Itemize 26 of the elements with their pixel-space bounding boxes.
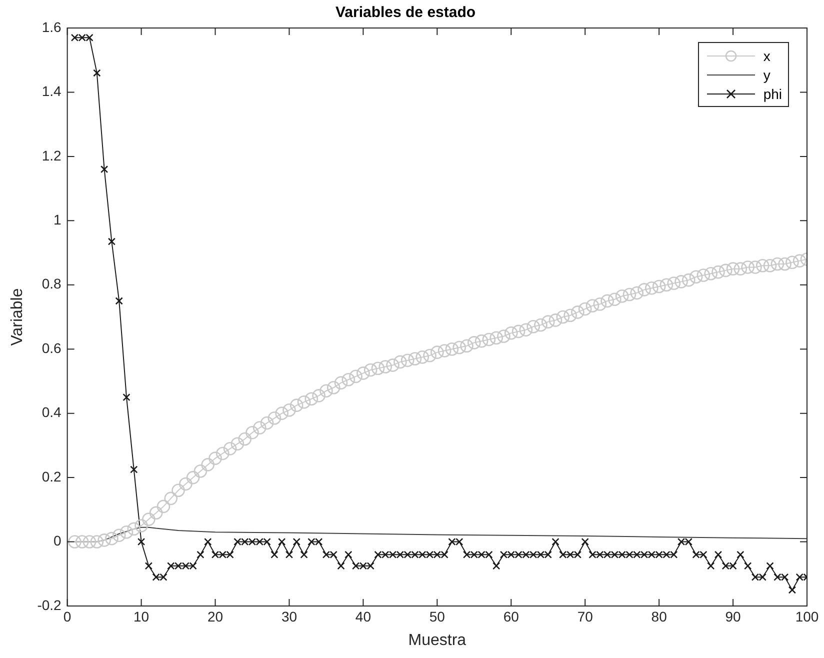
x-tick-label: 40 [355,608,372,624]
x-axis-title: Muestra [408,632,466,649]
x-tick-label: 100 [795,608,819,624]
y-tick-label: 1 [54,212,62,228]
y-tick-label: -0.2 [37,596,62,613]
legend-label: y [763,66,770,82]
y-tick-label: 0 [54,532,62,549]
y-tick-label: 1.4 [42,83,62,100]
y-axis-title: Variable [9,288,26,346]
y-tick-label: 1.6 [42,18,62,35]
y-tick-label: 0.2 [42,468,62,484]
x-tick-label: 30 [281,608,298,624]
x-tick-label: 90 [725,608,742,624]
legend-label: x [763,48,770,64]
x-tick-label: 60 [503,608,520,624]
x-tick-label: 70 [577,608,594,624]
x-tick-label: 20 [207,608,224,624]
chart-title: Variables de estado [335,4,476,22]
x-tick-label: 10 [134,608,150,624]
y-tick-label: 1.2 [42,147,62,164]
x-tick-label: 50 [429,608,446,624]
legend-label: phi [763,86,782,102]
y-tick-label: 0.4 [42,404,62,420]
y-tick-label: 0.6 [42,340,62,356]
y-tick-label: 0.8 [42,276,62,292]
x-tick-label: 80 [651,608,668,624]
